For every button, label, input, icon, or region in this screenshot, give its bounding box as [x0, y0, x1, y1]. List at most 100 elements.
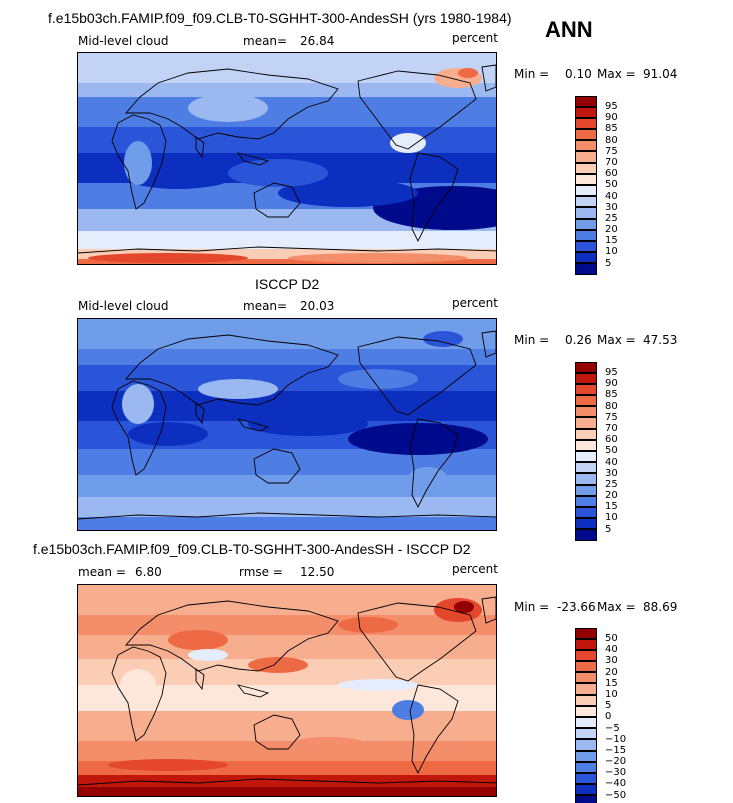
panel1-max-label: Max =: [597, 67, 636, 81]
map-band: [78, 517, 496, 530]
colorbar-swatch: [575, 95, 597, 107]
colorbar-swatch: [575, 129, 597, 141]
colorbar-entry: 50: [575, 173, 695, 190]
coastline-path: [409, 152, 459, 243]
colorbar-label: 60: [605, 434, 618, 446]
colorbar-swatch: [575, 372, 597, 384]
map-field-blob: [108, 759, 228, 771]
panel3-min-label: Min =: [514, 600, 550, 614]
colorbar-swatch: [575, 173, 597, 185]
map-band: [78, 97, 496, 127]
map-band: [78, 319, 496, 349]
colorbar-label: −40: [605, 778, 627, 790]
colorbar-swatch: [575, 683, 597, 695]
colorbar-label: −5: [605, 722, 620, 734]
colorbar-entry: 30: [575, 462, 695, 479]
colorbar-entry: 25: [575, 207, 695, 224]
colorbar-swatch: [575, 484, 597, 496]
panel1-map: [77, 52, 497, 265]
colorbar-label: 30: [605, 201, 618, 213]
colorbar-entry: 15: [575, 672, 695, 689]
colorbar-label: 80: [605, 400, 618, 412]
colorbar-label: −30: [605, 767, 627, 779]
map-band: [78, 259, 496, 264]
colorbar-label: 15: [605, 235, 618, 247]
panel2-mean-value: 20.03: [300, 299, 335, 313]
colorbar-entry: 60: [575, 428, 695, 445]
panel3-map: [77, 584, 497, 797]
coastline-path: [481, 330, 496, 358]
panel2-map: [77, 318, 497, 531]
map-field-blob: [122, 384, 154, 424]
map-band: [78, 249, 496, 259]
colorbar-entry: 40: [575, 451, 695, 468]
coastline-path: [253, 448, 301, 484]
colorbar-entry: 15: [575, 229, 695, 246]
panel2-units: percent: [452, 296, 498, 310]
panel2-mean-label: mean=: [243, 299, 288, 313]
panel2-min-value: 0.26: [565, 333, 592, 347]
colorbar-label: 85: [605, 123, 618, 135]
colorbar-label: −20: [605, 756, 627, 768]
colorbar-swatch: [575, 185, 597, 197]
colorbar-entry: 90: [575, 106, 695, 123]
colorbar-entry: −20: [575, 750, 695, 767]
map-band: [78, 497, 496, 517]
panel1-colorbar: 95 90 85 80 75 70 60 50 40 30 25 20 15 10 5: [575, 95, 695, 275]
colorbar-label: 30: [605, 467, 618, 479]
colorbar-swatch: [575, 638, 597, 650]
colorbar-swatch: [575, 705, 597, 717]
colorbar-swatch: [575, 428, 597, 440]
panel1-max-value: 91.04: [643, 67, 678, 81]
map-field-blob: [454, 601, 474, 613]
colorbar-label: 10: [605, 246, 618, 258]
coastline-path: [253, 182, 301, 218]
colorbar-swatch: [575, 240, 597, 253]
colorbar-label: 50: [605, 179, 618, 191]
panel2-colorbar: 95 90 85 80 75 70 60 50 40 30 25 20 15 10 5: [575, 361, 695, 541]
colorbar-swatch: [575, 383, 597, 396]
map-band: [78, 787, 496, 796]
colorbar-swatch: [575, 106, 597, 118]
map-field-blob: [423, 331, 463, 347]
map-field-blob: [120, 669, 156, 701]
colorbar-entry: 95: [575, 361, 695, 378]
coastline-path: [111, 646, 167, 742]
map-band: [78, 585, 496, 615]
colorbar-swatch: [575, 361, 597, 373]
panel1-variable-label: Mid-level cloud: [78, 34, 169, 48]
colorbar-label: −50: [605, 789, 627, 801]
colorbar-swatch: [575, 140, 597, 152]
colorbar-entry: 5: [575, 518, 695, 535]
colorbar-entry: 90: [575, 372, 695, 389]
map-field-blob: [458, 68, 478, 78]
map-field-blob: [288, 737, 368, 753]
coastline-path: [125, 334, 339, 406]
colorbar-swatch: [575, 151, 597, 163]
colorbar-swatch: [575, 717, 597, 729]
map-field-blob: [408, 467, 448, 491]
coastlines: [78, 330, 496, 520]
colorbar-entry: [575, 795, 695, 803]
map-field-blob: [338, 679, 418, 691]
colorbar-entry: 60: [575, 162, 695, 179]
colorbar-label: 0: [605, 711, 612, 723]
colorbar-label: 70: [605, 422, 618, 434]
panel3-title: f.e15b03ch.FAMIP.f09_f09.CLB-T0-SGHHT-30…: [33, 541, 471, 557]
colorbar-entry: 15: [575, 495, 695, 512]
map-band: [78, 365, 496, 391]
map-field-blob: [390, 133, 426, 153]
colorbar-entry: 30: [575, 196, 695, 213]
colorbar-label: −10: [605, 733, 627, 745]
colorbar-entry: 25: [575, 473, 695, 490]
colorbar-label: 95: [605, 101, 618, 112]
coastline-path: [481, 596, 496, 624]
colorbar-label: 20: [605, 490, 618, 502]
colorbar-label: 70: [605, 156, 618, 168]
season-label: ANN: [545, 17, 593, 42]
colorbar-swatch: [575, 252, 597, 264]
coastline-path: [78, 512, 496, 520]
colorbar-label: 15: [605, 677, 618, 689]
colorbar-entry: 5: [575, 252, 695, 269]
